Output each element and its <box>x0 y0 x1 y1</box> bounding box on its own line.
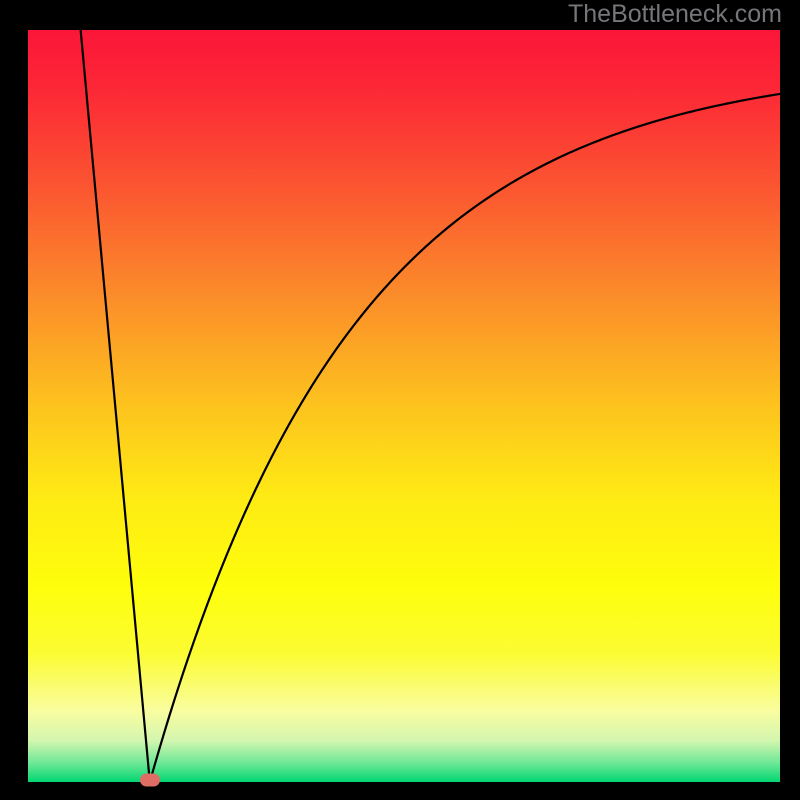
watermark-label: TheBottleneck.com <box>568 0 782 29</box>
optimal-point-marker <box>140 773 160 786</box>
plot-area <box>28 30 780 782</box>
chart-frame: TheBottleneck.com <box>0 0 800 800</box>
